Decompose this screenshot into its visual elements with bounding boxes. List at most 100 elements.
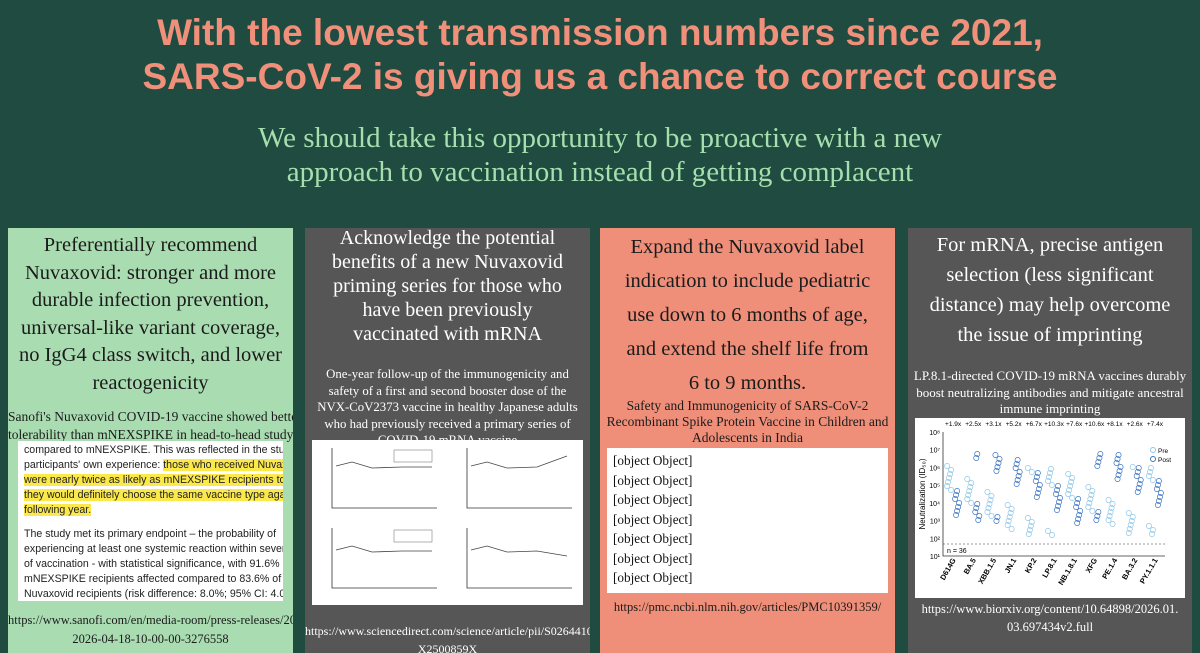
y-tick-label: 10³ <box>930 519 941 526</box>
excerpt-paragraph: The study met its primary endpoint – the… <box>24 527 283 601</box>
caption-line: boost neutralizing antibodies and mitiga… <box>916 384 1184 400</box>
x-tick-label: BA.3.2 <box>1120 557 1139 582</box>
heading: For mRNA, precise antigen selection (less… <box>908 230 1192 350</box>
caption-line: LP.8.1-directed COVID-19 mRNA vaccines d… <box>913 368 1187 383</box>
fold-label: +6.7x <box>1026 421 1043 428</box>
sample-marker <box>996 456 1003 462</box>
caption: Safety and Immunogenicity of SARS-CoV-2 R… <box>600 398 895 446</box>
sample-marker <box>1034 470 1041 476</box>
excerpt-text: The study met its primary endpoint – the… <box>24 528 277 540</box>
legend-marker <box>1150 447 1156 453</box>
sample-marker <box>946 475 953 481</box>
sample-marker <box>1045 478 1051 484</box>
sample-marker <box>1004 522 1011 528</box>
heading-line: Preferentially recommend <box>43 234 258 256</box>
fold-label: +10.6x <box>1085 421 1105 428</box>
excerpt-line: participants' own experience: those who … <box>24 458 283 473</box>
excerpt-line: [object Object] <box>613 570 693 585</box>
sample-marker <box>1028 519 1035 525</box>
sample-marker <box>995 460 1002 466</box>
sample-marker <box>964 496 971 502</box>
sample-marker <box>968 500 975 506</box>
excerpt-line: were nearly twice as likely as mNEXSPIKE… <box>24 473 283 488</box>
sample-marker <box>1027 523 1034 529</box>
heading-line: Expand the Nuvaxovid label <box>630 236 865 258</box>
sample-marker <box>988 513 995 519</box>
sample-marker <box>1133 473 1140 479</box>
sample-marker <box>954 488 961 494</box>
link-line: https://www.sciencedirect.com/science/ar… <box>305 624 590 638</box>
excerpt-line: mNEXSPIKE recipients affected compared t… <box>24 572 281 587</box>
sample-marker <box>1095 509 1102 515</box>
sample-marker <box>1028 469 1035 475</box>
sample-marker <box>1107 509 1114 515</box>
sample-marker <box>1157 490 1164 496</box>
sample-marker <box>1137 477 1144 483</box>
sample-marker <box>1126 526 1133 532</box>
plot-line <box>335 461 432 469</box>
sample-marker <box>1068 479 1075 485</box>
y-tick-label: 10⁶ <box>929 465 940 472</box>
sample-marker <box>1135 465 1142 471</box>
x-tick-label: XFG <box>1084 556 1100 574</box>
panel: Expand the Nuvaxovid label indication to … <box>600 228 895 653</box>
caption: LP.8.1-directed COVID-19 mRNA vaccines d… <box>908 368 1192 418</box>
sample-marker <box>956 500 963 506</box>
caption-line: Adolescents in India <box>692 430 803 445</box>
sample-marker <box>1004 502 1011 508</box>
sample-marker <box>1105 497 1112 503</box>
x-tick-label: PE.1.4 <box>1100 556 1119 581</box>
title-line: With the lowest transmission numbers sin… <box>157 12 1043 53</box>
x-tick-label: D614G <box>938 556 958 581</box>
plot-axes <box>466 448 572 509</box>
heading-line: Acknowledge the potential <box>339 228 556 249</box>
fold-label: +2.5x <box>965 421 982 428</box>
x-tick-label: KP.2 <box>1023 557 1039 575</box>
sample-marker <box>1114 456 1121 462</box>
heading-line: Nuvaxovid: stronger and more <box>24 261 277 284</box>
sample-marker <box>1153 486 1160 492</box>
caption: One-year follow-up of the immunogenicity… <box>305 366 590 449</box>
sample-marker <box>1097 451 1104 457</box>
sample-marker <box>968 480 975 486</box>
sample-marker <box>1025 531 1032 537</box>
sample-marker <box>1049 482 1055 488</box>
fold-label: +7.6x <box>1066 421 1083 428</box>
sample-marker <box>1145 523 1152 529</box>
sample-marker <box>1096 455 1103 461</box>
sample-marker <box>1154 482 1161 488</box>
sample-marker <box>1085 484 1092 490</box>
excerpt-line: The study met its primary endpoint – the… <box>24 527 277 542</box>
sample-marker <box>1054 487 1060 493</box>
highlighted-text: those who received Nuvaxovid <box>163 459 283 471</box>
sample-marker <box>1034 490 1041 496</box>
sample-marker <box>1127 522 1134 528</box>
legend-label: Post <box>1158 457 1171 464</box>
sample-marker <box>1154 502 1161 508</box>
sample-marker <box>1005 518 1012 524</box>
x-tick-label: XBB.1.5 <box>976 557 998 586</box>
heading-line: indication to include pediatric <box>624 270 871 292</box>
excerpt-line: [object Object] <box>613 550 693 566</box>
caption-line: NVX-CoV2373 vaccine in healthy Japanese … <box>317 400 578 414</box>
sample-marker <box>1085 504 1092 510</box>
sample-marker <box>1056 499 1062 505</box>
sample-marker <box>1094 513 1101 519</box>
sample-marker <box>1024 515 1031 521</box>
sample-marker <box>1146 469 1153 475</box>
sample-marker <box>975 517 982 523</box>
sample-marker <box>1113 460 1120 466</box>
sample-marker <box>948 467 955 473</box>
caption-line: who had previously received a primary se… <box>324 416 571 431</box>
y-tick-label: 10⁸ <box>929 430 940 437</box>
excerpt-text: of vaccination - with statistical signif… <box>24 558 283 570</box>
sample-marker <box>944 463 951 469</box>
sample-marker <box>1014 477 1021 483</box>
highlighted-text: following year. <box>24 504 92 516</box>
heading-line: use down to 6 months of age, <box>627 304 868 326</box>
sample-marker <box>1088 492 1095 498</box>
sample-marker <box>1147 465 1154 471</box>
sample-marker <box>1086 500 1093 506</box>
panel: Preferentially recommend Nuvaxovid: stron… <box>8 228 293 653</box>
